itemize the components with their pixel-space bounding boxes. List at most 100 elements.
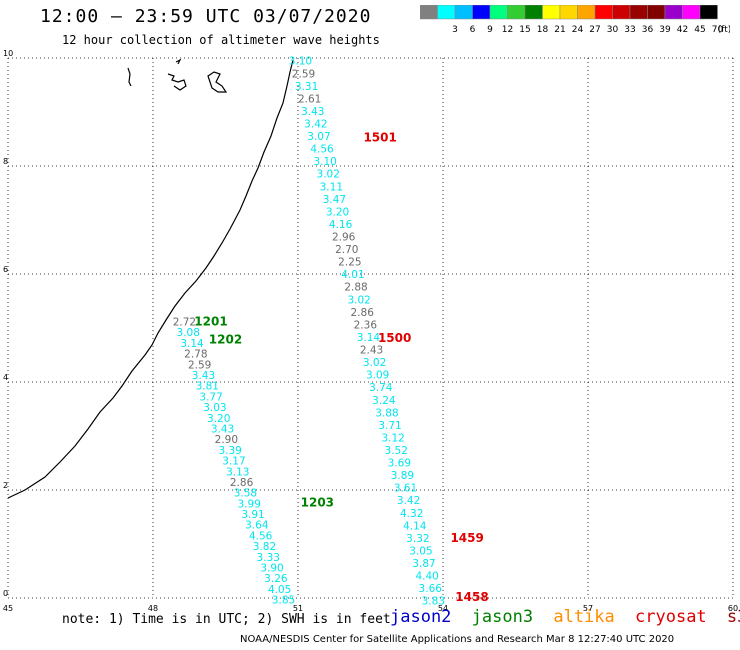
wave-height-value: 2.86 [230,477,254,489]
wave-height-value: 3.83 [422,596,445,608]
wave-height-value: 3.33 [257,552,280,564]
lat-tick-label: 0 [3,589,8,598]
time-label: 1203 [301,495,334,509]
wave-height-value: 3.02 [317,169,340,181]
legend-tick-label: 9 [487,25,493,35]
wave-height-value: 3.13 [226,466,249,478]
legend-tick-label: 39 [659,25,671,35]
wave-height-value: 3.88 [375,407,398,419]
time-label: 1459 [450,531,483,545]
satellite-cryosat: cryosat [635,607,707,627]
island-4 [175,58,182,65]
wave-height-value: 3.66 [419,583,443,595]
wave-height-value: 4.16 [329,219,353,231]
wave-height-value: 2.72 [173,317,196,329]
coastline-path [7,59,294,499]
wave-height-value: 3.85 [272,595,295,607]
legend-tick-label: 15 [519,25,530,35]
wave-height-value: 4.32 [400,508,423,520]
wave-height-value: 2.59 [292,68,315,80]
legend-tick-label: 21 [554,25,565,35]
satellite-jason2: jason2 [390,607,452,627]
time-label: 1201 [194,314,227,328]
satellite-s3a: s3a [726,607,740,627]
lat-tick-label: 4 [3,373,8,382]
wave-height-value: 2.43 [360,345,383,357]
wave-height-value: 3.64 [245,520,269,532]
page-subtitle: 12 hour collection of altimeter wave hei… [62,33,380,47]
wave-height-value: 3.05 [409,545,432,557]
lon-tick-label: 54 [438,604,448,613]
axis-tick-labels: 45 48 51 54 57 60 0 2 4 6 8 10 [3,49,738,613]
wave-height-value: 3.77 [199,391,222,403]
lat-tick-label: 6 [3,265,8,274]
wave-height-value: 3.26 [264,573,288,585]
wave-height-value: 3.09 [366,370,389,382]
wave-height-value: 4.14 [403,520,427,532]
lon-tick-label: 51 [293,604,303,613]
wave-height-value: 3.99 [238,498,261,510]
wave-height-value: 2.59 [188,359,211,371]
wave-height-value: 3.89 [391,470,414,482]
wave-height-value: 2.96 [332,232,356,244]
wave-height-value: 2.90 [215,434,238,446]
wave-height-value: 3.61 [394,483,417,495]
legend-tick-label: 3 [452,25,458,35]
wave-height-value: 2.36 [354,319,378,331]
satellite-legend: jason2 jason3 altika cryosat s3a [390,607,740,627]
legend-tick-label: 12 [502,25,513,35]
wave-height-value: 3.10 [289,56,312,68]
legend-tick-label: 45 [694,25,705,35]
wave-height-value: 3.90 [260,563,283,575]
legend-tick-label: 33 [624,25,635,35]
lon-tick-label: 45 [3,604,13,613]
wave-height-value: 3.43 [211,423,234,435]
wave-height-value: 4.56 [249,530,273,542]
wave-height-value: 3.32 [406,533,429,545]
wave-height-value: 2.61 [298,93,321,105]
legend-tick-label: 24 [572,25,584,35]
legend-tick-label: 70 [712,25,724,35]
time-label: 1501 [363,130,396,144]
wave-height-value: 3.52 [385,445,408,457]
wave-height-value: 3.24 [372,395,396,407]
wave-height-value: 3.20 [326,206,349,218]
wave-height-value: 3.14 [357,332,381,344]
wave-height-value: 4.40 [415,571,438,583]
wave-height-value: 4.56 [310,144,334,156]
wave-height-value: 3.31 [295,81,318,93]
color-scale-legend: 3 6 9 12 15 18 21 24 27 30 33 36 39 42 45 70(ft) [420,5,730,35]
legend-tick-label: 27 [589,25,600,35]
page-title: 12:00 – 23:59 UTC 03/07/2020 [40,6,372,27]
wave-height-value: 3.39 [218,445,241,457]
satellite-altika: altika [553,607,615,627]
time-label: 1458 [455,590,488,604]
legend-tick-label: 30 [607,25,619,35]
wave-height-value: 3.58 [234,488,257,500]
wave-height-value: 3.03 [203,402,226,414]
wave-height-value: 3.07 [307,131,330,143]
lon-tick-label: 57 [583,604,593,613]
time-labels: 1501 1500 1459 1458 1201 1202 1203 [194,130,488,604]
footer-note: note: 1) Time is in UTC; 2) SWH is in fe… [62,612,391,627]
wave-height-value: 3.43 [301,106,324,118]
wave-height-value: 3.08 [177,327,200,339]
legend-tick-label: 18 [537,25,549,35]
wave-height-value: 3.91 [241,509,264,521]
time-label: 1202 [209,332,242,346]
wave-height-value: 3.43 [192,370,215,382]
legend-tick-label: 6 [470,25,476,35]
wave-height-value: 2.88 [344,282,367,294]
wave-height-value: 3.69 [388,458,411,470]
island-1 [127,67,132,87]
wave-height-value: 3.11 [320,181,343,193]
wave-height-value: 2.25 [338,257,361,269]
legend-tick-label: 36 [642,25,654,35]
wave-height-value: 3.42 [397,495,420,507]
wave-height-value: 3.02 [347,294,370,306]
lat-tick-label: 10 [3,49,13,58]
wave-height-value: 3.20 [207,413,230,425]
lon-tick-label: 60 [728,604,738,613]
wave-height-value: 3.74 [369,382,393,394]
